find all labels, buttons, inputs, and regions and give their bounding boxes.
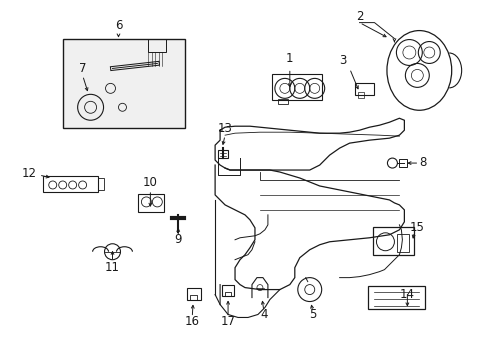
Bar	[62, 39, 185, 128]
Bar	[399, 159, 407, 167]
Text: 12: 12	[21, 167, 36, 180]
Bar	[357, 92, 363, 98]
Text: 11: 11	[105, 261, 120, 274]
Bar	[397, 234, 408, 252]
Text: 4: 4	[260, 308, 267, 321]
Text: 9: 9	[174, 233, 182, 246]
Bar	[187, 288, 201, 300]
Text: 2: 2	[355, 10, 363, 23]
Text: 5: 5	[308, 308, 316, 321]
Text: 17: 17	[220, 315, 235, 328]
Text: 13: 13	[217, 122, 232, 135]
Bar	[277, 99, 287, 104]
Text: 7: 7	[79, 62, 86, 75]
Text: 16: 16	[184, 315, 199, 328]
Text: 1: 1	[285, 52, 293, 65]
Text: 14: 14	[399, 288, 414, 301]
Bar	[148, 39, 166, 53]
Bar	[42, 176, 98, 192]
Bar	[271, 75, 321, 100]
Text: 3: 3	[338, 54, 346, 67]
Bar	[354, 84, 374, 95]
Bar	[218, 150, 227, 158]
Text: 15: 15	[409, 221, 424, 234]
Bar	[98, 178, 103, 190]
Bar	[367, 285, 425, 310]
Bar	[138, 194, 164, 212]
Bar	[372, 227, 413, 255]
Bar	[222, 285, 234, 296]
Text: 8: 8	[419, 156, 426, 168]
Text: 6: 6	[115, 19, 122, 32]
Text: 10: 10	[142, 176, 158, 189]
